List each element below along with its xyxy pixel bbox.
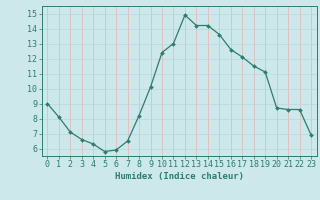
X-axis label: Humidex (Indice chaleur): Humidex (Indice chaleur) — [115, 172, 244, 181]
